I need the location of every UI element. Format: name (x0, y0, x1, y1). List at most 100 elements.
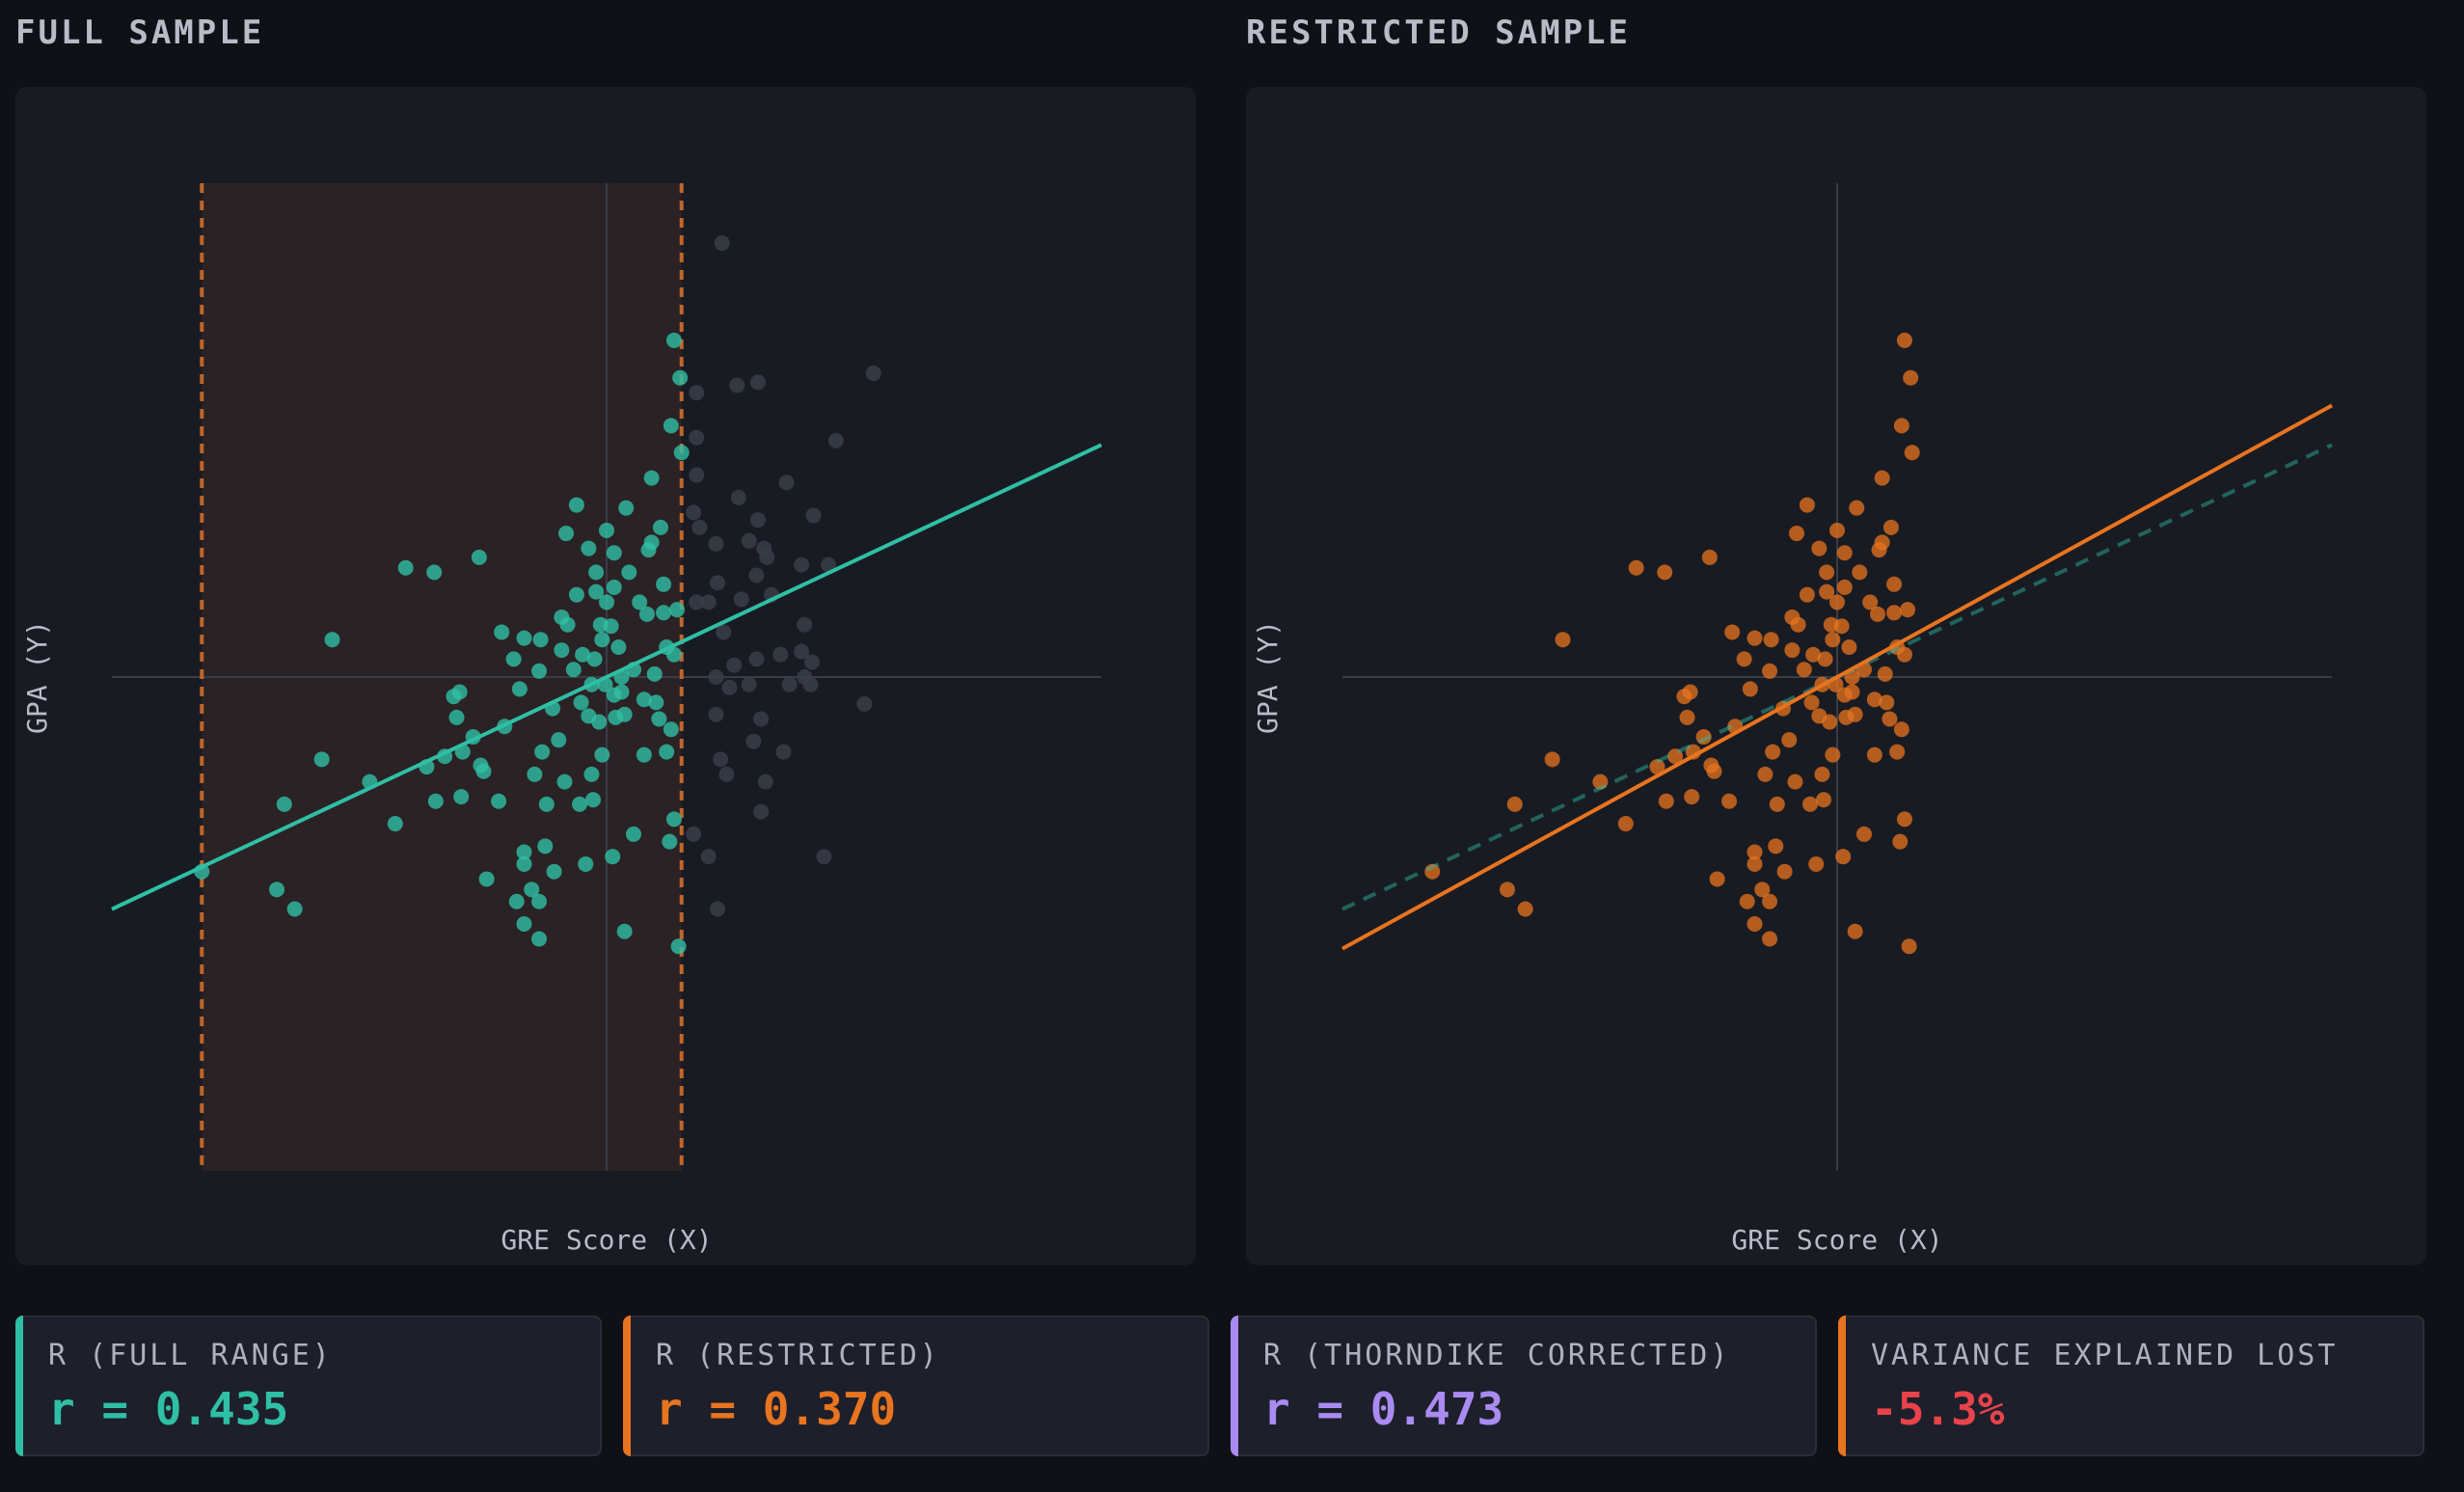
data-point (1877, 665, 1893, 682)
data-point (1852, 564, 1868, 581)
data-point (1805, 646, 1822, 663)
data-point (646, 665, 663, 682)
data-point (1789, 526, 1805, 542)
data-point (1844, 684, 1860, 700)
data-point (1862, 594, 1879, 610)
y-axis-label: GPA (Y) (1252, 620, 1284, 734)
data-point (387, 816, 403, 832)
data-point (578, 855, 594, 872)
data-point (648, 694, 664, 711)
data-point (581, 540, 597, 556)
excluded-point (794, 643, 810, 660)
excluded-point (781, 676, 798, 692)
data-point (1825, 746, 1841, 763)
data-point (276, 796, 292, 812)
data-point (1667, 748, 1684, 765)
data-point (1790, 616, 1806, 633)
data-point (621, 564, 637, 581)
data-point (1879, 694, 1895, 711)
section-title-full: FULL SAMPLE (15, 14, 265, 52)
data-point (491, 793, 507, 809)
excluded-point (827, 432, 844, 448)
data-point (606, 579, 622, 595)
data-point (508, 893, 525, 909)
data-point (426, 564, 443, 581)
excluded-point (721, 679, 738, 695)
excluded-point (729, 377, 745, 393)
data-point (494, 624, 510, 640)
data-point (1900, 602, 1916, 618)
stat-label: R (RESTRICTED) (656, 1339, 940, 1372)
data-point (453, 789, 470, 805)
data-point (1904, 445, 1920, 461)
data-point (1886, 605, 1903, 621)
data-point (1844, 669, 1860, 685)
data-point (663, 418, 679, 434)
data-point (551, 732, 567, 748)
data-point (1903, 369, 1919, 386)
data-point (638, 606, 655, 622)
data-point (448, 709, 465, 725)
data-point (1819, 583, 1835, 600)
data-point (1836, 545, 1853, 561)
data-point (1882, 519, 1899, 535)
excluded-point (856, 695, 873, 712)
data-point (572, 796, 588, 812)
excluded-point (757, 773, 773, 790)
data-point (665, 332, 682, 348)
data-point (554, 642, 570, 659)
excluded-point (718, 766, 735, 782)
excluded-point (710, 575, 726, 591)
data-point (1682, 684, 1698, 700)
data-point (559, 616, 576, 633)
data-point (1762, 931, 1778, 947)
data-point (1866, 692, 1882, 708)
excluded-point (741, 676, 757, 692)
data-point (606, 545, 622, 561)
data-point (531, 931, 548, 947)
data-point (1746, 844, 1763, 860)
data-point (643, 470, 660, 486)
excluded-point (689, 429, 705, 446)
data-point (1506, 796, 1523, 812)
data-point (575, 646, 591, 663)
stat-value: r = 0.370 (656, 1383, 897, 1435)
data-point (599, 594, 614, 610)
excluded-point (689, 594, 705, 610)
excluded-point (816, 849, 832, 865)
data-point (1893, 418, 1909, 434)
data-point (656, 576, 672, 592)
data-point (537, 838, 554, 855)
data-point (1762, 893, 1778, 909)
data-point (1617, 816, 1634, 832)
data-point (546, 863, 562, 880)
data-point (1500, 882, 1515, 898)
data-point (565, 662, 582, 678)
data-point (471, 549, 487, 565)
data-point (1706, 763, 1722, 779)
data-point (1757, 766, 1774, 782)
data-point (613, 684, 630, 700)
data-point (1869, 606, 1885, 622)
data-point (478, 871, 495, 887)
excluded-point (756, 540, 772, 556)
x-axis-label: GRE Score (X) (501, 1224, 712, 1256)
data-point (1709, 871, 1725, 887)
excluded-point (713, 751, 729, 768)
data-point (1871, 542, 1887, 558)
data-point (594, 632, 610, 648)
data-point (585, 792, 602, 808)
data-point (1721, 793, 1738, 809)
excluded-point (753, 711, 770, 727)
data-point (1829, 522, 1845, 538)
stat-value: r = 0.435 (48, 1383, 289, 1435)
regression-line (1341, 403, 2333, 951)
data-point (652, 519, 668, 535)
excluded-point (748, 567, 765, 583)
excluded-point (741, 532, 757, 549)
excluded-point (689, 467, 705, 483)
data-point (672, 369, 689, 386)
data-point (1695, 729, 1712, 746)
x-axis-label: GRE Score (X) (1731, 1224, 1942, 1256)
excluded-point (750, 512, 767, 529)
